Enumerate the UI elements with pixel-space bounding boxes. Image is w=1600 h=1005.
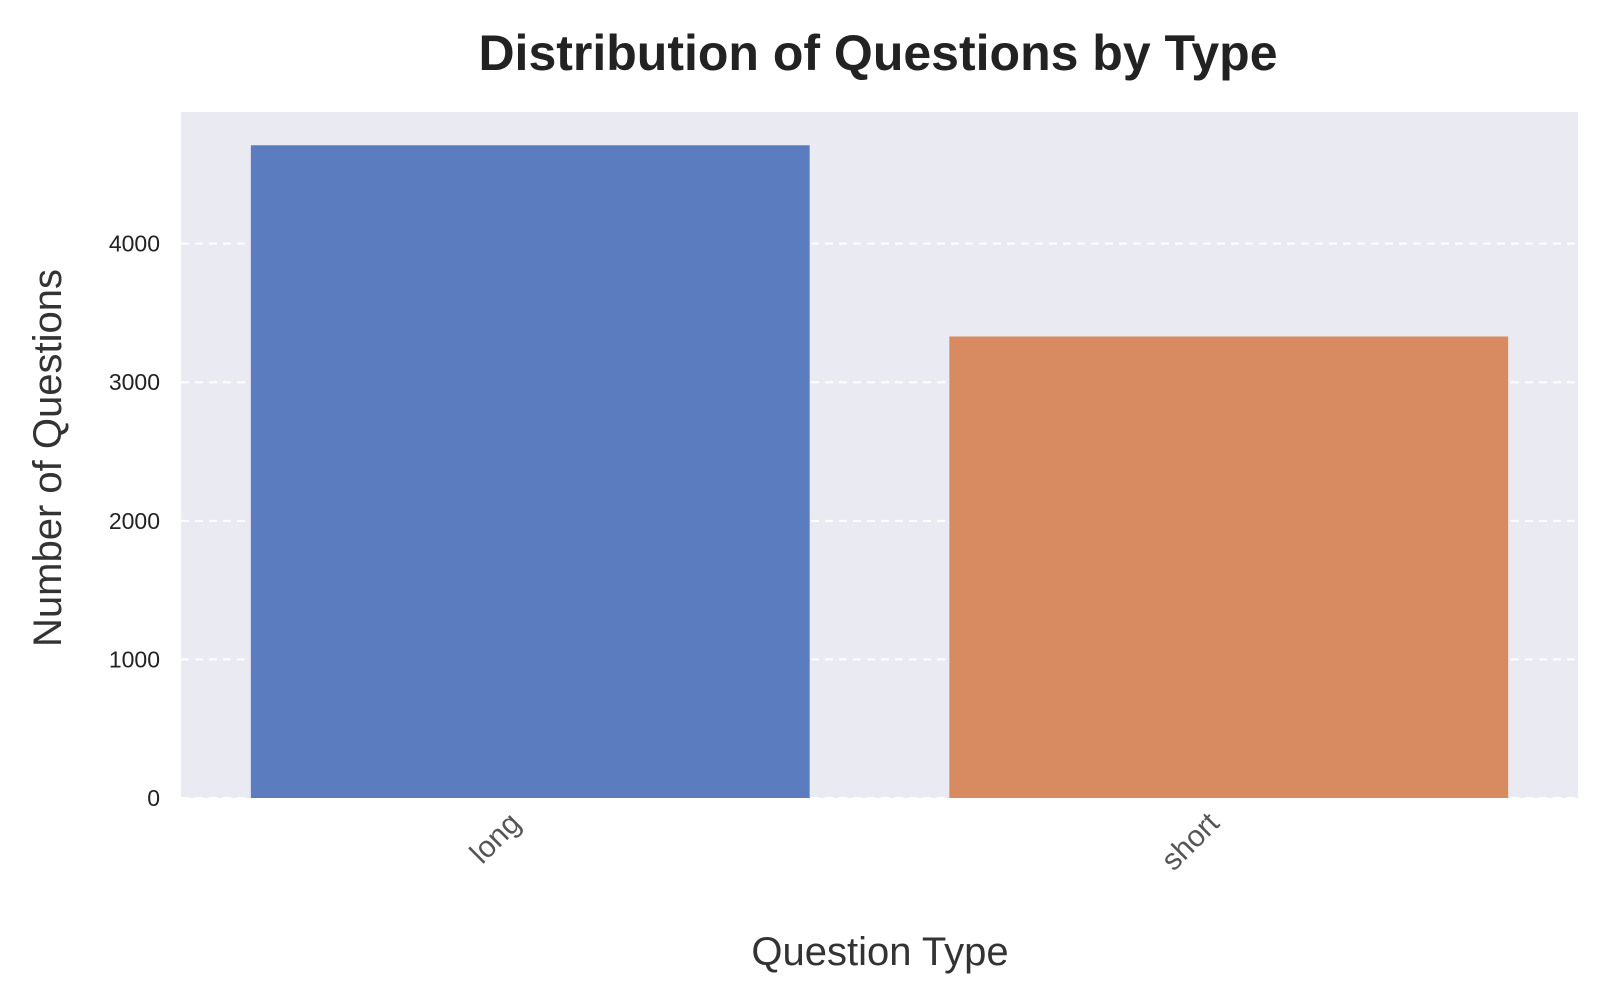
bars: [250, 145, 1509, 798]
y-axis-label: Number of Questions: [26, 269, 70, 647]
x-tick-label-long: long: [464, 807, 527, 870]
chart-title: Distribution of Questions by Type: [478, 25, 1277, 81]
y-axis-ticks: 0 1000 2000 3000 4000: [109, 231, 160, 811]
y-tick-label-2: 2000: [109, 508, 160, 534]
bar-short: [949, 336, 1509, 798]
x-tick-label-short: short: [1155, 806, 1226, 877]
x-axis-label: Question Type: [751, 930, 1008, 974]
y-tick-label-1: 1000: [109, 646, 160, 672]
y-tick-label-4: 4000: [109, 231, 160, 257]
y-tick-label-3: 3000: [109, 369, 160, 395]
x-axis-ticks: long short: [464, 806, 1226, 877]
y-tick-label-0: 0: [147, 785, 160, 811]
bar-long: [250, 145, 810, 798]
